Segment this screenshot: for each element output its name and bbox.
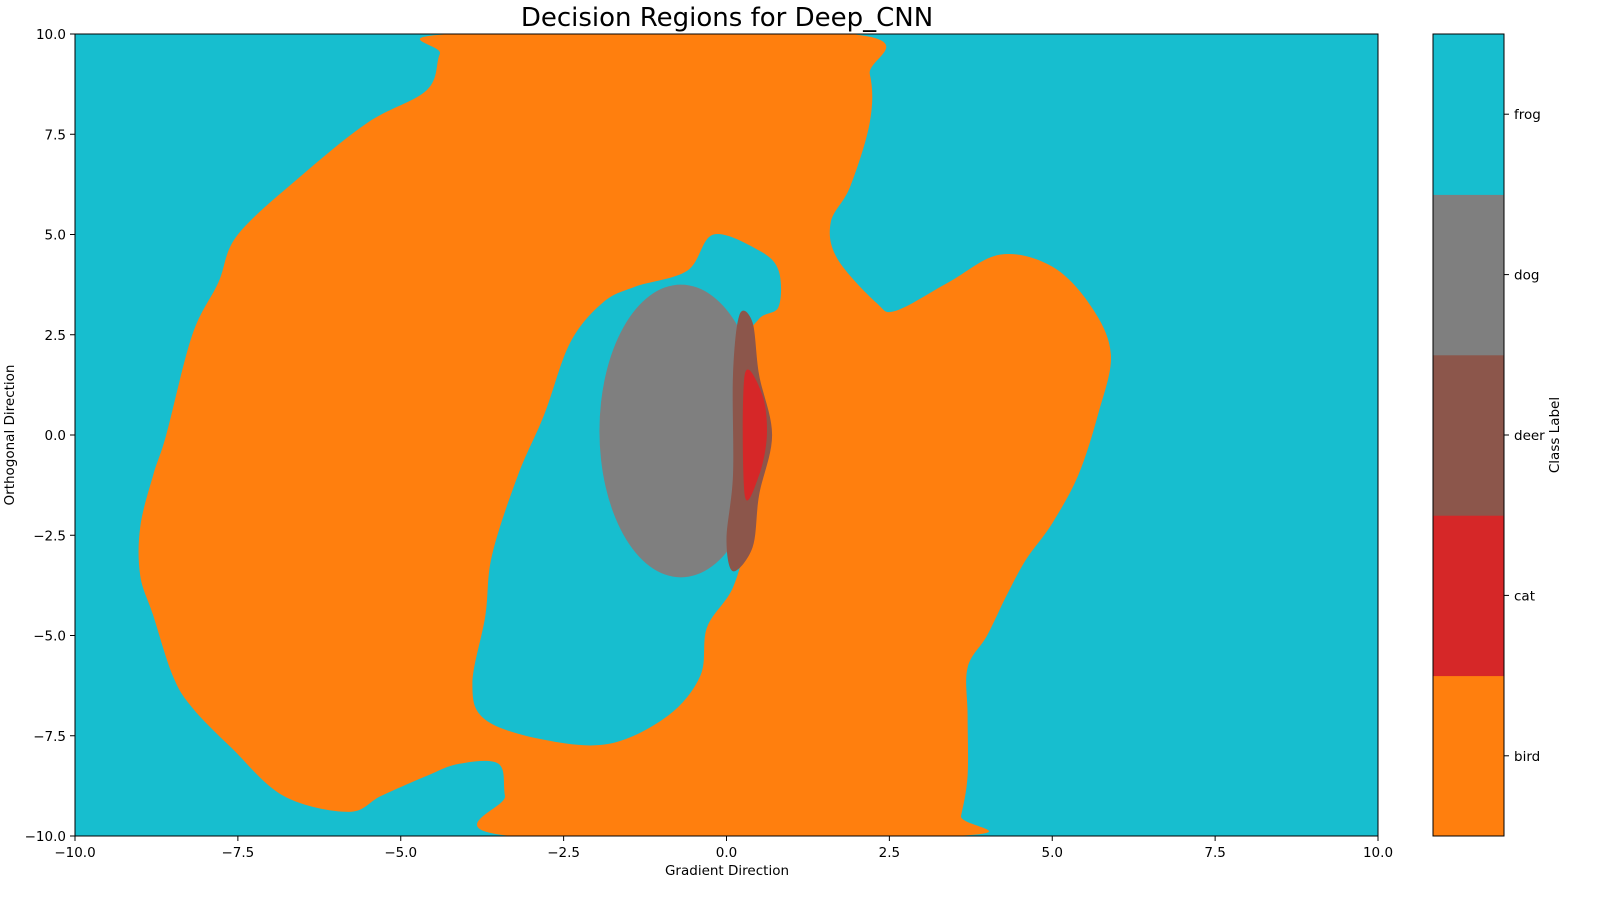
x-tick-label: 0.0 bbox=[716, 845, 737, 861]
colorbar-tick-label: bird bbox=[1514, 749, 1540, 765]
y-tick-label: 10.0 bbox=[36, 27, 66, 43]
x-axis-label: Gradient Direction bbox=[665, 863, 789, 879]
x-tick-label: 10.0 bbox=[1363, 845, 1393, 861]
colorbar-segment-deer bbox=[1433, 354, 1504, 516]
colorbar-tick-label: cat bbox=[1514, 588, 1535, 604]
y-tick-label: −2.5 bbox=[33, 528, 66, 544]
colorbar-segment-dog bbox=[1433, 194, 1504, 356]
y-tick-label: −10.0 bbox=[25, 829, 66, 845]
y-tick-label: 5.0 bbox=[45, 228, 66, 244]
region-dog bbox=[599, 284, 763, 578]
y-tick-label: 0.0 bbox=[45, 428, 66, 444]
region-cat-4 bbox=[742, 369, 767, 501]
colorbar-tick-label: deer bbox=[1514, 428, 1545, 444]
colorbar-tick-label: dog bbox=[1514, 268, 1539, 284]
y-tick-label: 2.5 bbox=[45, 328, 66, 344]
x-tick-label: 2.5 bbox=[879, 845, 900, 861]
colorbar-segment-frog bbox=[1433, 34, 1504, 195]
colorbar-segment-cat bbox=[1433, 515, 1504, 677]
x-tick-label: −2.5 bbox=[547, 845, 580, 861]
x-axis: −10.0 −7.5 −5.0 −2.5 0.0 2.5 5.0 7.5 10.0 bbox=[54, 836, 1393, 861]
colorbar-segment-bird bbox=[1433, 675, 1504, 837]
y-axis-label: Orthogonal Direction bbox=[2, 365, 18, 506]
colorbar-tick-label: frog bbox=[1514, 107, 1541, 123]
class-regions bbox=[138, 34, 1111, 836]
chart-title: Decision Regions for Deep_CNN bbox=[521, 3, 933, 33]
y-tick-label: 7.5 bbox=[45, 127, 66, 143]
colorbar: bird cat deer dog frog bbox=[1432, 33, 1545, 837]
x-tick-label: −7.5 bbox=[221, 845, 254, 861]
x-tick-label: 7.5 bbox=[1204, 845, 1225, 861]
colorbar-label: Class Label bbox=[1547, 397, 1563, 473]
y-tick-label: −7.5 bbox=[33, 729, 66, 745]
x-tick-label: 5.0 bbox=[1042, 845, 1063, 861]
x-tick-label: −10.0 bbox=[54, 845, 95, 861]
y-axis: −10.0 −7.5 −5.0 −2.5 0.0 2.5 5.0 7.5 10.0 bbox=[25, 27, 75, 845]
y-tick-label: −5.0 bbox=[33, 629, 66, 645]
x-tick-label: −5.0 bbox=[384, 845, 417, 861]
plot-area bbox=[74, 33, 1379, 837]
